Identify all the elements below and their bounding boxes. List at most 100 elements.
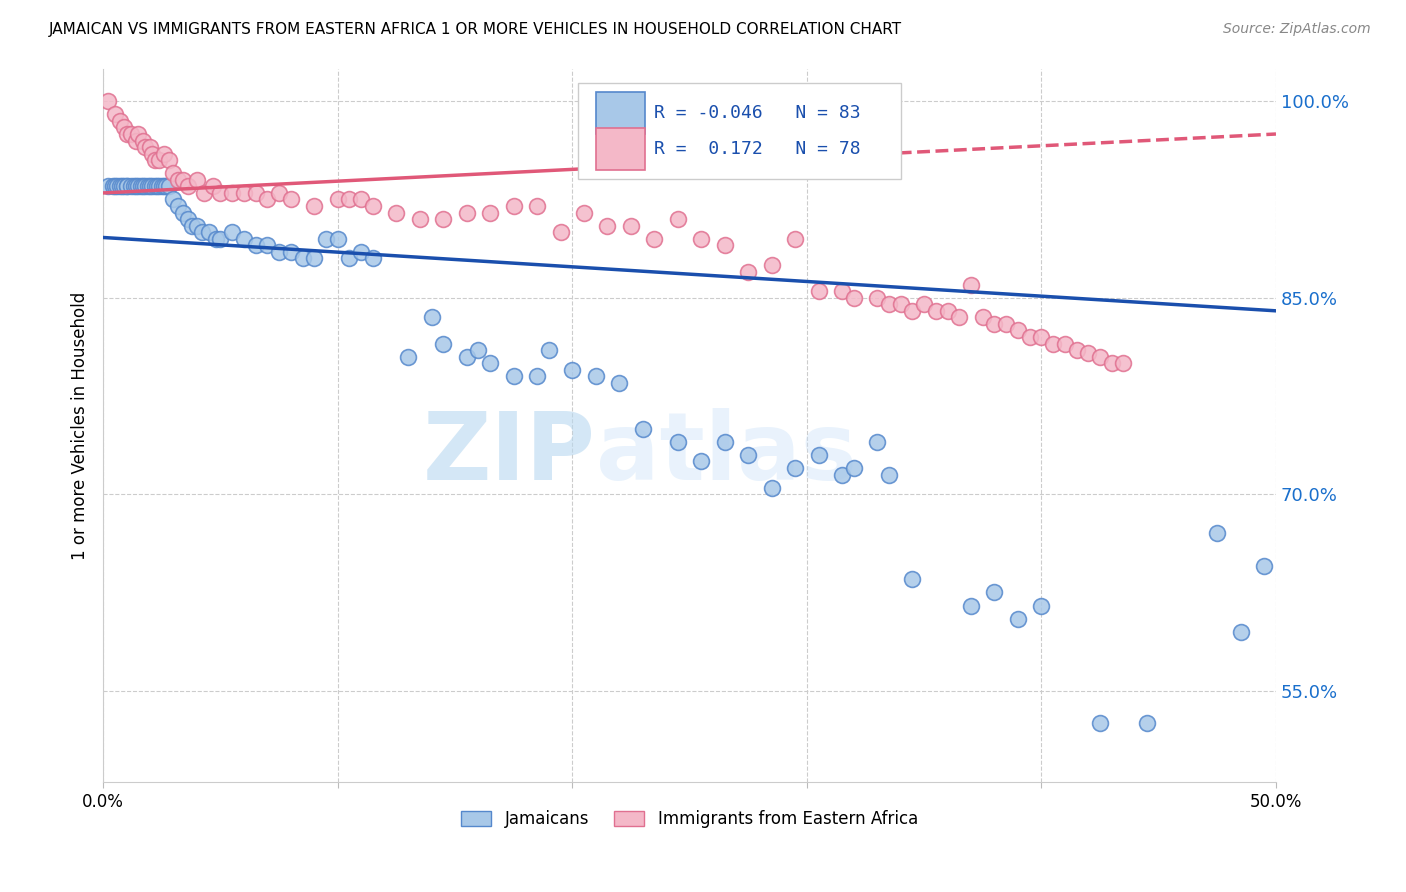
Point	[737, 448, 759, 462]
Point	[120, 179, 142, 194]
Point	[162, 166, 184, 180]
Point	[1007, 612, 1029, 626]
Point	[526, 369, 548, 384]
Point	[585, 369, 607, 384]
Point	[925, 303, 948, 318]
Point	[141, 146, 163, 161]
Point	[572, 205, 595, 219]
Point	[983, 317, 1005, 331]
Point	[129, 179, 152, 194]
Point	[396, 350, 419, 364]
Point	[162, 193, 184, 207]
Point	[1136, 716, 1159, 731]
Point	[127, 179, 149, 194]
Point	[479, 205, 502, 219]
Point	[713, 434, 735, 449]
Text: ZIP: ZIP	[423, 408, 596, 500]
Point	[526, 199, 548, 213]
Point	[326, 232, 349, 246]
Point	[134, 179, 156, 194]
Point	[361, 199, 384, 213]
Point	[620, 219, 643, 233]
Point	[737, 264, 759, 278]
Point	[97, 95, 120, 109]
Point	[127, 127, 149, 141]
Point	[502, 199, 524, 213]
Point	[866, 434, 889, 449]
Point	[221, 225, 243, 239]
Point	[157, 179, 180, 194]
Point	[785, 232, 807, 246]
Point	[204, 232, 226, 246]
Point	[960, 277, 983, 292]
Point	[115, 127, 138, 141]
Point	[146, 179, 169, 194]
Text: R = -0.046   N = 83: R = -0.046 N = 83	[654, 104, 860, 122]
Point	[190, 225, 212, 239]
Point	[761, 481, 783, 495]
Point	[148, 179, 170, 194]
Point	[302, 252, 325, 266]
Point	[181, 219, 204, 233]
Point	[172, 173, 194, 187]
Point	[350, 244, 373, 259]
Point	[1253, 559, 1275, 574]
Point	[877, 467, 900, 482]
Point	[432, 212, 454, 227]
Point	[1066, 343, 1088, 358]
Point	[877, 297, 900, 311]
Point	[1101, 356, 1123, 370]
Point	[256, 193, 278, 207]
Point	[141, 179, 163, 194]
Point	[112, 120, 135, 135]
Point	[172, 205, 194, 219]
Point	[155, 179, 177, 194]
Point	[280, 193, 302, 207]
Point	[302, 199, 325, 213]
Point	[350, 193, 373, 207]
Point	[807, 284, 830, 298]
Point	[1229, 624, 1251, 639]
Point	[713, 238, 735, 252]
Point	[831, 284, 853, 298]
Point	[112, 179, 135, 194]
Legend: Jamaicans, Immigrants from Eastern Africa: Jamaicans, Immigrants from Eastern Afric…	[454, 804, 924, 835]
Point	[245, 238, 267, 252]
Point	[842, 291, 865, 305]
Point	[232, 232, 254, 246]
Point	[432, 336, 454, 351]
Point	[550, 225, 572, 239]
Point	[153, 146, 176, 161]
Point	[108, 179, 131, 194]
Point	[785, 461, 807, 475]
Point	[983, 585, 1005, 599]
Text: JAMAICAN VS IMMIGRANTS FROM EASTERN AFRICA 1 OR MORE VEHICLES IN HOUSEHOLD CORRE: JAMAICAN VS IMMIGRANTS FROM EASTERN AFRI…	[49, 22, 903, 37]
Point	[280, 244, 302, 259]
Point	[831, 467, 853, 482]
Point	[385, 205, 408, 219]
Point	[502, 369, 524, 384]
Point	[115, 179, 138, 194]
Point	[326, 193, 349, 207]
Point	[122, 179, 145, 194]
Point	[807, 448, 830, 462]
Point	[167, 199, 190, 213]
Point	[960, 599, 983, 613]
Point	[561, 363, 583, 377]
Point	[139, 140, 162, 154]
Point	[1031, 599, 1053, 613]
Point	[132, 179, 155, 194]
Point	[596, 219, 619, 233]
Point	[1112, 356, 1135, 370]
Point	[104, 107, 127, 121]
Point	[456, 350, 478, 364]
Point	[607, 376, 630, 390]
Point	[202, 179, 225, 194]
FancyBboxPatch shape	[578, 83, 901, 179]
FancyBboxPatch shape	[596, 128, 645, 169]
Point	[256, 238, 278, 252]
Point	[1206, 526, 1229, 541]
Point	[132, 134, 155, 148]
Point	[901, 572, 924, 586]
Point	[936, 303, 959, 318]
